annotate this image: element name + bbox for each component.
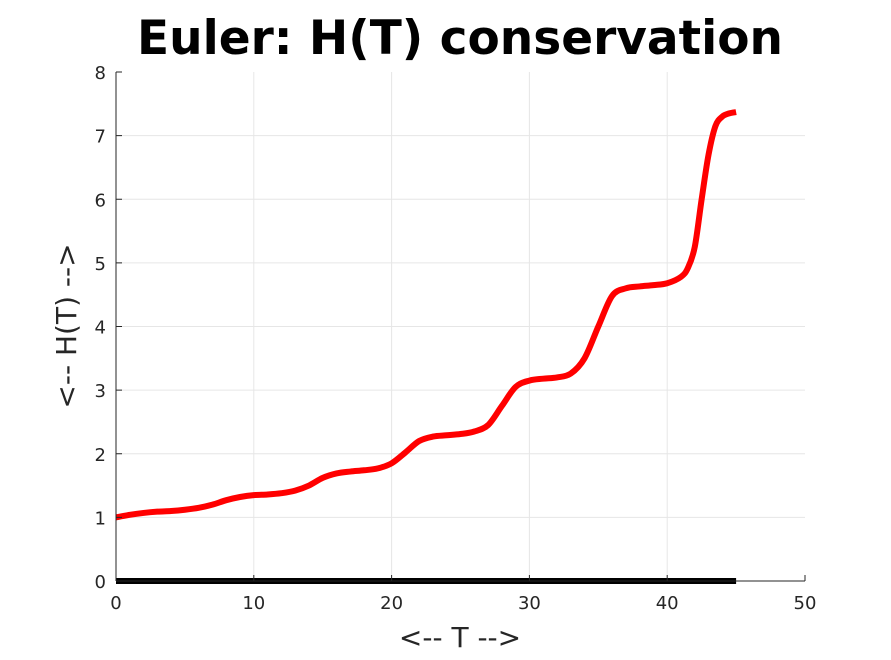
y-tick-label-8: 8 xyxy=(95,63,106,84)
y-tick-label-7: 7 xyxy=(95,127,106,148)
series-line-0 xyxy=(115,109,737,521)
y-axis-label: <-- H(T) --> xyxy=(50,243,83,408)
y-tick-label-1: 1 xyxy=(95,508,106,529)
tick-labels: 0 10 20 30 40 50 0 1 2 3 4 5 6 7 8 xyxy=(95,63,817,614)
y-tick-label-5: 5 xyxy=(95,254,106,275)
axes xyxy=(115,71,806,582)
chart-title: Euler: H(T) conservation xyxy=(137,11,783,66)
y-tick-label-4: 4 xyxy=(95,318,106,339)
x-tick-label-5: 50 xyxy=(794,593,817,614)
x-tick-label-4: 40 xyxy=(656,593,679,614)
y-tick-label-6: 6 xyxy=(95,190,106,211)
y-tick-label-3: 3 xyxy=(95,381,106,402)
x-axis-label: <-- T --> xyxy=(399,621,521,654)
x-tick-label-0: 0 xyxy=(110,593,121,614)
x-tick-label-2: 20 xyxy=(380,593,403,614)
x-tick-label-3: 30 xyxy=(518,593,541,614)
x-tick-label-1: 10 xyxy=(242,593,265,614)
y-tick-label-0: 0 xyxy=(95,572,106,593)
y-tick-label-2: 2 xyxy=(95,445,106,466)
